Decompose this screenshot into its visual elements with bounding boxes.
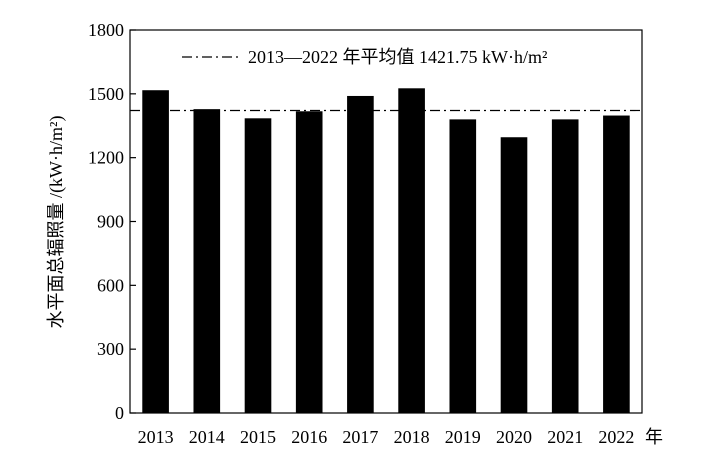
bar-2022 [603,115,630,413]
x-tick-label-2016: 2016 [291,427,327,447]
y-tick-label: 1200 [88,148,124,168]
bar-2021 [551,119,579,413]
legend-label: 2013—2022 年平均值 1421.75 kW·h/m² [248,47,547,67]
x-tick-label-2014: 2014 [189,427,225,447]
x-tick-label-2019: 2019 [445,427,481,447]
bar-2018 [398,88,425,413]
bars [142,88,630,414]
x-tick-label-2017: 2017 [342,427,378,447]
y-tick-label: 0 [115,403,124,423]
bar-2014 [193,109,221,414]
y-tick-label: 900 [97,212,124,232]
x-tick-label-2013: 2013 [138,427,174,447]
bar-2020 [500,137,528,414]
bar-2016 [295,111,323,413]
y-axis: 0 300 600 900 1200 1500 1800 [88,20,136,423]
y-tick-label: 300 [97,339,124,359]
legend: 2013—2022 年平均值 1421.75 kW·h/m² [182,47,547,67]
x-tick-label-2018: 2018 [394,427,430,447]
bar-2017 [347,95,374,413]
y-tick-label: 1500 [88,84,124,104]
x-tick-label-2022: 2022 [598,427,634,447]
x-tick-label-2021: 2021 [547,427,583,447]
y-axis-label: 水平面总辐照量 /(kW·h/m²) [46,116,67,329]
x-axis: 2013 2014 2015 2016 2017 2018 2019 2020 2021 2022 [138,407,634,447]
bar-2015 [244,118,272,413]
bar-2019 [449,119,477,413]
y-tick-label: 1800 [88,20,124,40]
bar-2013 [142,90,169,413]
y-tick-label: 600 [97,275,124,295]
x-tick-label-2015: 2015 [240,427,276,447]
x-axis-unit-label: 年 [645,427,663,447]
x-tick-label-2020: 2020 [496,427,532,447]
